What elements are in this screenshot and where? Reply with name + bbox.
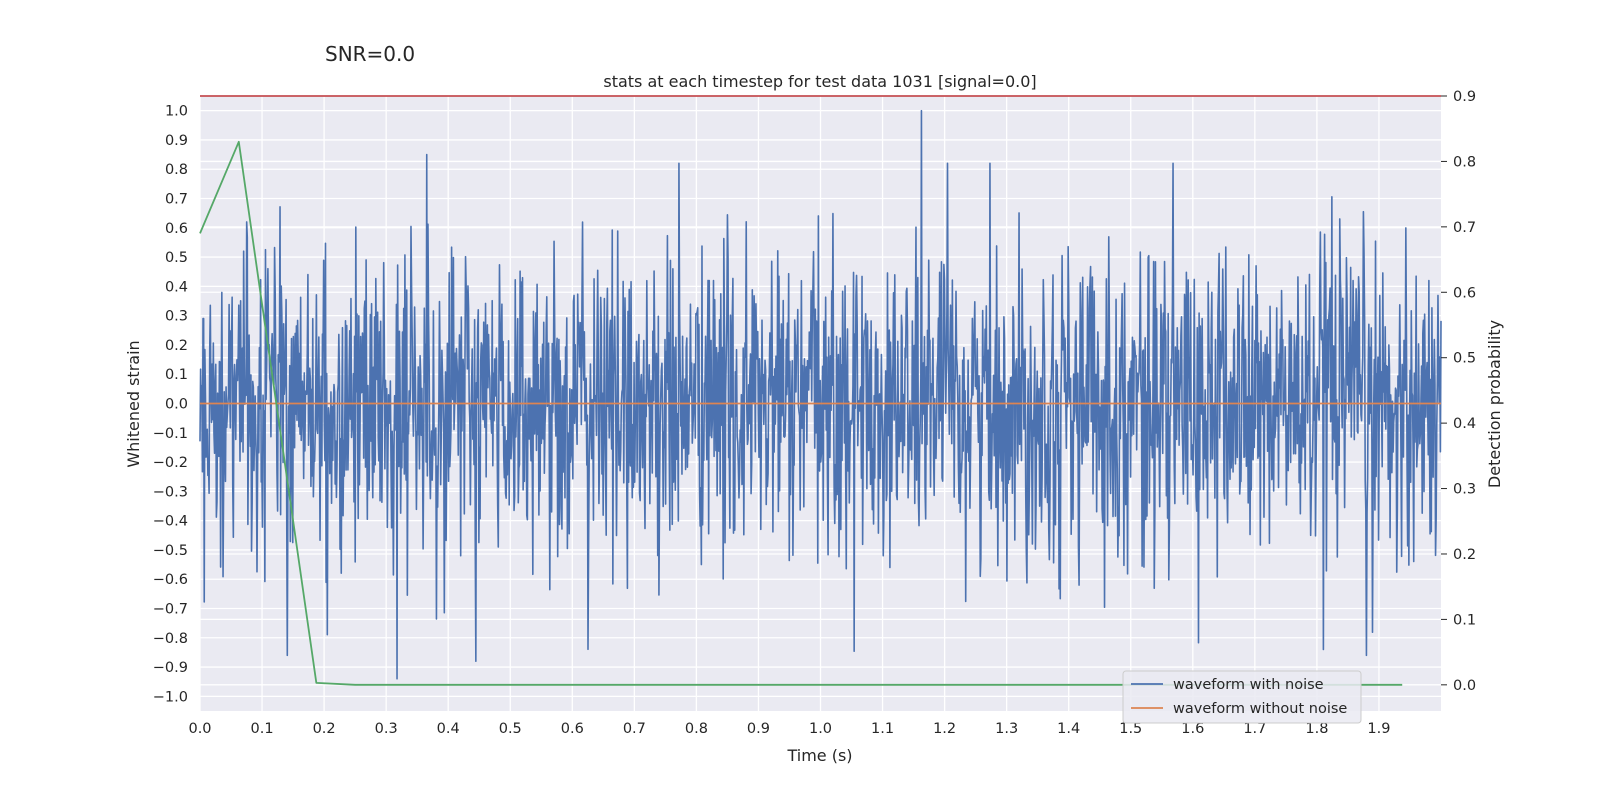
- y2-tick-label: 0.8: [1453, 154, 1476, 170]
- y-tick-label: 1.0: [165, 104, 188, 120]
- series-waveform-with-noise: [199, 109, 1442, 680]
- y-axis-label: Whitened strain: [124, 340, 143, 467]
- legend-label-noise: waveform with noise: [1173, 677, 1324, 693]
- x-tick-label: 1.2: [933, 721, 956, 737]
- x-tick-label: 1.8: [1305, 721, 1328, 737]
- y-tick-label: 0.2: [165, 338, 188, 354]
- figure-suptitle: SNR=0.0: [325, 42, 415, 66]
- y2-axis-label: Detection probability: [1485, 320, 1504, 488]
- x-tick-label: 1.9: [1367, 721, 1390, 737]
- y-tick-label: −1.0: [153, 689, 188, 705]
- x-tick-label: 0.0: [188, 721, 211, 737]
- series-layer: [199, 95, 1442, 686]
- axis-ticks: 0.0 0.1 0.2 0.3 0.4 0.5 0.6 0.7 0.8 0.9 1.0 1.1 1.2 1…: [153, 89, 1476, 737]
- x-tick-label: 1.7: [1243, 721, 1266, 737]
- y-tick-label: 0.7: [165, 192, 188, 208]
- x-tick-label: 0.3: [375, 721, 398, 737]
- y2-tick-label: 0.6: [1453, 285, 1476, 301]
- y-tick-label: −0.5: [153, 543, 188, 559]
- y-tick-label: −0.9: [153, 660, 188, 676]
- y-tick-label: −0.7: [153, 602, 188, 618]
- y-tick-label: 0.0: [165, 397, 188, 413]
- y2-tick-label: 0.4: [1453, 416, 1476, 432]
- series-detection-probability: [199, 140, 1403, 686]
- y-tick-label: 0.6: [165, 221, 188, 237]
- x-tick-label: 1.6: [1181, 721, 1204, 737]
- y-tick-label: 0.4: [165, 279, 188, 295]
- y2-tick-label: 0.9: [1453, 89, 1476, 105]
- y2-tick-label: 0.7: [1453, 220, 1476, 236]
- x-tick-label: 0.8: [685, 721, 708, 737]
- x-tick-label: 1.4: [1057, 721, 1080, 737]
- chart-title: stats at each timestep for test data 103…: [603, 72, 1036, 91]
- y2-tick-label: 0.2: [1453, 547, 1476, 563]
- x-axis-label: Time (s): [786, 746, 852, 765]
- y-tick-label: −0.1: [153, 426, 188, 442]
- y-tick-label: −0.4: [153, 514, 188, 530]
- x-tick-label: 0.1: [251, 721, 274, 737]
- legend-label-clean: waveform without noise: [1173, 701, 1347, 717]
- legend-box: [1122, 670, 1362, 724]
- y2-tick-label: 0.1: [1453, 612, 1476, 628]
- y2-tick-label: 0.3: [1453, 482, 1476, 498]
- y-tick-label: −0.3: [153, 484, 188, 500]
- x-tick-label: 0.5: [499, 721, 522, 737]
- y-tick-label: 0.5: [165, 250, 188, 266]
- x-tick-label: 0.9: [747, 721, 770, 737]
- x-tick-label: 0.6: [561, 721, 584, 737]
- y-tick-label: 0.1: [165, 367, 188, 383]
- y2-tick-label: 0.5: [1453, 351, 1476, 367]
- y-tick-label: −0.8: [153, 631, 188, 647]
- x-tick-label: 1.3: [995, 721, 1018, 737]
- x-tick-label: 1.1: [871, 721, 894, 737]
- y-tick-label: −0.6: [153, 572, 188, 588]
- y-tick-label: 0.8: [165, 162, 188, 178]
- x-tick-label: 1.5: [1119, 721, 1142, 737]
- x-tick-label: 1.0: [809, 721, 832, 737]
- y2-tick-label: 0.0: [1453, 678, 1476, 694]
- x-tick-label: 0.4: [437, 721, 460, 737]
- y-tick-label: 0.3: [165, 309, 188, 325]
- x-tick-label: 0.2: [313, 721, 336, 737]
- y-tick-label: −0.2: [153, 455, 188, 471]
- x-tick-label: 0.7: [623, 721, 646, 737]
- legend: waveform with noise waveform without noi…: [1122, 670, 1362, 724]
- y-tick-label: 0.9: [165, 133, 188, 149]
